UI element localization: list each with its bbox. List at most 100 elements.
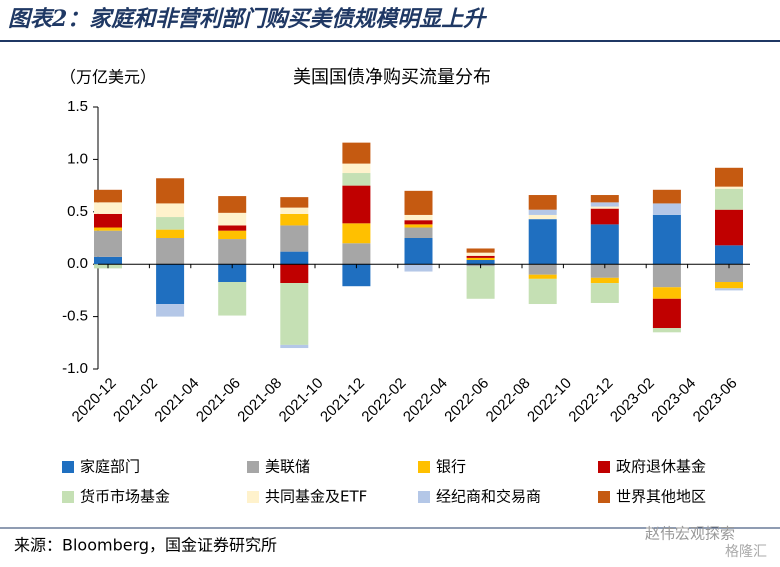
bar-segment [404, 190, 433, 215]
source: 来源：Bloomberg，国金证券研究所 [14, 536, 277, 555]
bar-segment [404, 238, 433, 265]
bar-segment [404, 224, 433, 228]
legend-swatch [418, 491, 430, 503]
bar-segment [342, 223, 371, 244]
legend-label: 银行 [436, 458, 466, 476]
bar-segment [280, 251, 309, 265]
x-tick-label: 2022-08 [483, 375, 534, 426]
bar-segment [715, 264, 743, 283]
bar-segment [156, 304, 185, 317]
bar-segment [715, 186, 743, 189]
legend-swatch [247, 491, 259, 503]
x-tick-label: 2021-06 [193, 375, 244, 426]
bar-segment [528, 274, 557, 279]
x-tick-label: 2022-06 [441, 375, 492, 426]
legend-swatch [418, 461, 430, 473]
bar-segment [218, 264, 247, 283]
bar-segment [590, 208, 619, 225]
y-tick-label: 1.0 [67, 150, 88, 167]
legend-swatch [598, 461, 610, 473]
x-tick-label: 2020-12 [69, 375, 120, 426]
bar-segment [94, 230, 122, 257]
legend-label: 共同基金及ETF [265, 488, 367, 506]
watermark: 赵伟宏观探索 [645, 525, 735, 543]
bar-segment [590, 202, 619, 207]
bar-segment [466, 266, 495, 299]
bar-segment [280, 213, 309, 226]
bar-segment [218, 282, 247, 316]
bar-segment [218, 225, 247, 231]
y-tick-label: 0.0 [67, 255, 88, 272]
bar-segment [94, 256, 122, 265]
bar-segment [280, 197, 309, 208]
legend-label: 世界其他地区 [616, 488, 706, 506]
bar-segment [342, 185, 371, 224]
bar-segment [528, 195, 557, 210]
bar-segment [156, 264, 185, 305]
bar-segment [590, 277, 619, 284]
bar-segment [590, 195, 619, 203]
bar-segment [342, 163, 371, 174]
y-tick-label: 0.5 [67, 203, 88, 220]
bar-segment [94, 202, 122, 214]
x-tick-label: 2022-10 [524, 375, 575, 426]
legend-swatch [62, 491, 74, 503]
legend-label: 货币市场基金 [80, 488, 170, 506]
x-tick-label: 2022-02 [358, 375, 409, 426]
bar-segment [528, 214, 557, 220]
y-axis-label: （万亿美元） [60, 68, 156, 87]
bar-segment [218, 239, 247, 265]
bar-segment [590, 206, 619, 209]
legend-swatch [598, 491, 610, 503]
bar-segment [652, 287, 681, 299]
legend-label: 政府退休基金 [616, 458, 706, 476]
bar-segment [94, 189, 122, 203]
legend-swatch [62, 461, 74, 473]
bar-segment [528, 219, 557, 265]
x-tick-label: 2021-10 [276, 375, 327, 426]
bar-segment [590, 224, 619, 265]
y-tick-label: 1.5 [67, 98, 88, 115]
bar-segment [466, 255, 495, 258]
chart-title: 美国国债净购买流量分布 [293, 67, 491, 88]
bar-segment [280, 207, 309, 214]
bar-segment [590, 264, 619, 278]
bar-segment [466, 260, 495, 265]
bar-segment [715, 188, 743, 210]
bar-segment [342, 264, 371, 287]
bar-segment [342, 243, 371, 265]
legend-swatch [247, 461, 259, 473]
bar-segment [404, 264, 433, 272]
x-tick-label: 2023-06 [690, 375, 741, 426]
bar-segment [715, 245, 743, 265]
bar-segment [652, 189, 681, 204]
bar-segment [466, 257, 495, 261]
bar-segment [466, 252, 495, 256]
bar-segment [590, 283, 619, 303]
x-tick-label: 2023-02 [607, 375, 658, 426]
x-tick-label: 2021-02 [110, 375, 161, 426]
bar-segment [404, 214, 433, 221]
bar-segment [156, 203, 185, 218]
bar-segment [342, 173, 371, 186]
legend-label: 美联储 [265, 458, 310, 476]
bar-segment [652, 203, 681, 215]
bar-segment [156, 178, 185, 204]
bar-segment [528, 209, 557, 215]
legend-label: 家庭部门 [80, 458, 140, 476]
bar-segment [94, 213, 122, 228]
bar-segment [280, 283, 309, 345]
y-tick-label: -1.0 [62, 360, 88, 377]
bar-segment [652, 214, 681, 265]
bar-segment [404, 220, 433, 225]
bar-segment [528, 278, 557, 305]
x-tick-label: 2022-04 [400, 375, 451, 426]
bar-segment [218, 230, 247, 240]
bar-segment [280, 264, 309, 284]
bar-segment [715, 167, 743, 187]
x-tick-label: 2021-08 [234, 375, 285, 426]
bar-segment [156, 217, 185, 230]
y-tick-label: -0.5 [62, 308, 88, 325]
x-tick-label: 2021-12 [317, 375, 368, 426]
